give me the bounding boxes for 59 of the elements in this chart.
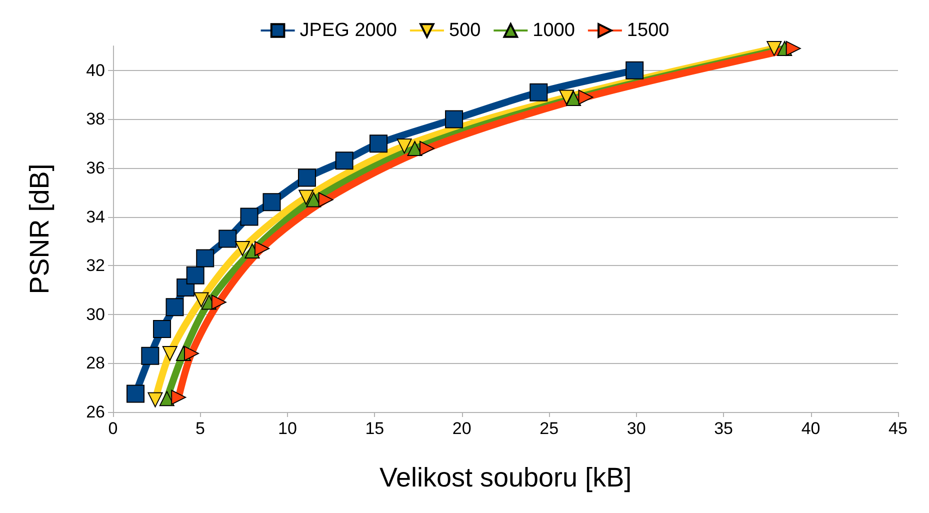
x-tick-label: 20 (452, 419, 472, 438)
point (420, 140, 434, 156)
point (559, 90, 574, 105)
point (240, 208, 258, 226)
legend-label: JPEG 2000 (300, 20, 397, 41)
legend-label: 1500 (626, 20, 670, 41)
x-axis-title: Velikost souboru [kB] (379, 462, 632, 492)
point (407, 140, 422, 156)
point (396, 138, 412, 154)
point (254, 241, 270, 256)
point (306, 192, 322, 208)
point (184, 346, 199, 361)
point (578, 90, 594, 105)
x-tick-label: 0 (108, 419, 118, 438)
point (335, 152, 354, 170)
point (153, 320, 172, 338)
point (126, 384, 145, 403)
point (766, 40, 782, 56)
point (218, 230, 237, 248)
x-tick-label: 40 (801, 419, 820, 438)
x-tick-label: 35 (714, 419, 734, 438)
point (234, 241, 250, 256)
point (141, 346, 160, 365)
point (786, 40, 801, 56)
point (370, 134, 388, 153)
point (166, 298, 184, 316)
y-tick-label: 30 (86, 304, 105, 324)
point (171, 390, 186, 405)
point (186, 266, 204, 284)
point (148, 392, 163, 408)
point (211, 294, 226, 310)
point (566, 90, 582, 106)
point (159, 391, 174, 406)
y-tick-label: 26 (86, 402, 105, 422)
point (530, 83, 548, 102)
legend-label: 500 (448, 20, 481, 41)
y-tick-label: 28 (86, 354, 105, 373)
y-tick-label: 36 (86, 158, 105, 178)
point (318, 192, 334, 208)
point (194, 292, 209, 308)
point (445, 110, 464, 128)
y-tick-label: 34 (86, 207, 105, 226)
y-tick-label: 38 (86, 110, 105, 129)
point (196, 249, 214, 268)
point (298, 168, 316, 187)
x-tick-label: 10 (278, 419, 297, 438)
x-tick-label: 30 (626, 419, 646, 438)
point (262, 193, 281, 212)
point (298, 190, 314, 205)
x-tick-label: 25 (540, 419, 559, 438)
y-tick-label: 32 (86, 256, 105, 276)
point (162, 346, 178, 361)
x-tick-label: 15 (365, 419, 384, 438)
x-tick-label: 5 (195, 419, 205, 438)
point (626, 61, 644, 80)
x-tick-label: 45 (888, 419, 908, 438)
legend-label: 1000 (532, 20, 575, 41)
y-axis-title: PSNR [dB] (24, 164, 54, 294)
y-tick-label: 40 (86, 60, 105, 80)
